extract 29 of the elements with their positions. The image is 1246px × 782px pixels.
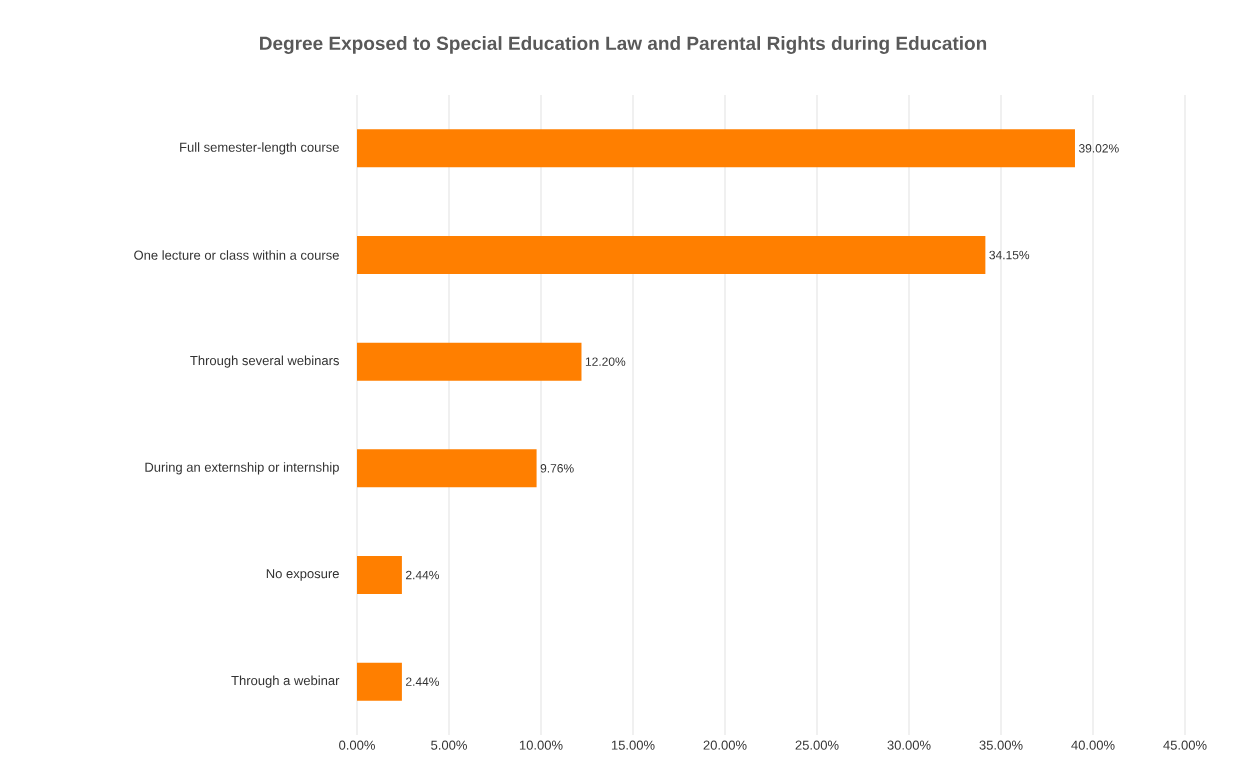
x-tick-label: 10.00% [519, 740, 563, 750]
data-label: 9.76% [540, 464, 574, 473]
bar [357, 556, 402, 594]
data-label: 2.44% [406, 570, 440, 580]
data-label: 34.15% [989, 250, 1030, 260]
x-tick-label: 15.00% [611, 740, 655, 750]
y-tick-label: Full semester-length course [180, 142, 339, 155]
data-label: 39.02% [1078, 144, 1119, 153]
data-label: 12.20% [585, 357, 626, 366]
x-tick-label: 30.00% [887, 740, 931, 750]
x-tick-label: 5.00% [431, 740, 467, 750]
chart-title: Degree Exposed to Special Education Law and Parental Rights during Education [260, 36, 987, 54]
bar [357, 449, 537, 488]
y-tick-label: One lecture or class within a course [134, 250, 339, 260]
x-tick-label: 40.00% [1071, 740, 1115, 750]
bar [357, 236, 986, 274]
y-tick-label: Through a webinar [231, 675, 340, 688]
x-tick-label: 45.00% [1163, 740, 1207, 750]
x-tick-label: 25.00% [795, 740, 839, 750]
x-tick-label: 20.00% [703, 740, 747, 750]
bar [357, 129, 1075, 168]
bar [357, 342, 582, 381]
data-label: 2.44% [406, 677, 440, 686]
y-tick-label: During an externship or internship [145, 462, 339, 475]
bar [357, 662, 402, 701]
y-tick-label: Through several webinars [190, 355, 339, 368]
x-tick-label: 35.00% [979, 740, 1023, 750]
x-tick-label: 0.00% [339, 740, 375, 750]
y-tick-label: No exposure [266, 569, 339, 581]
